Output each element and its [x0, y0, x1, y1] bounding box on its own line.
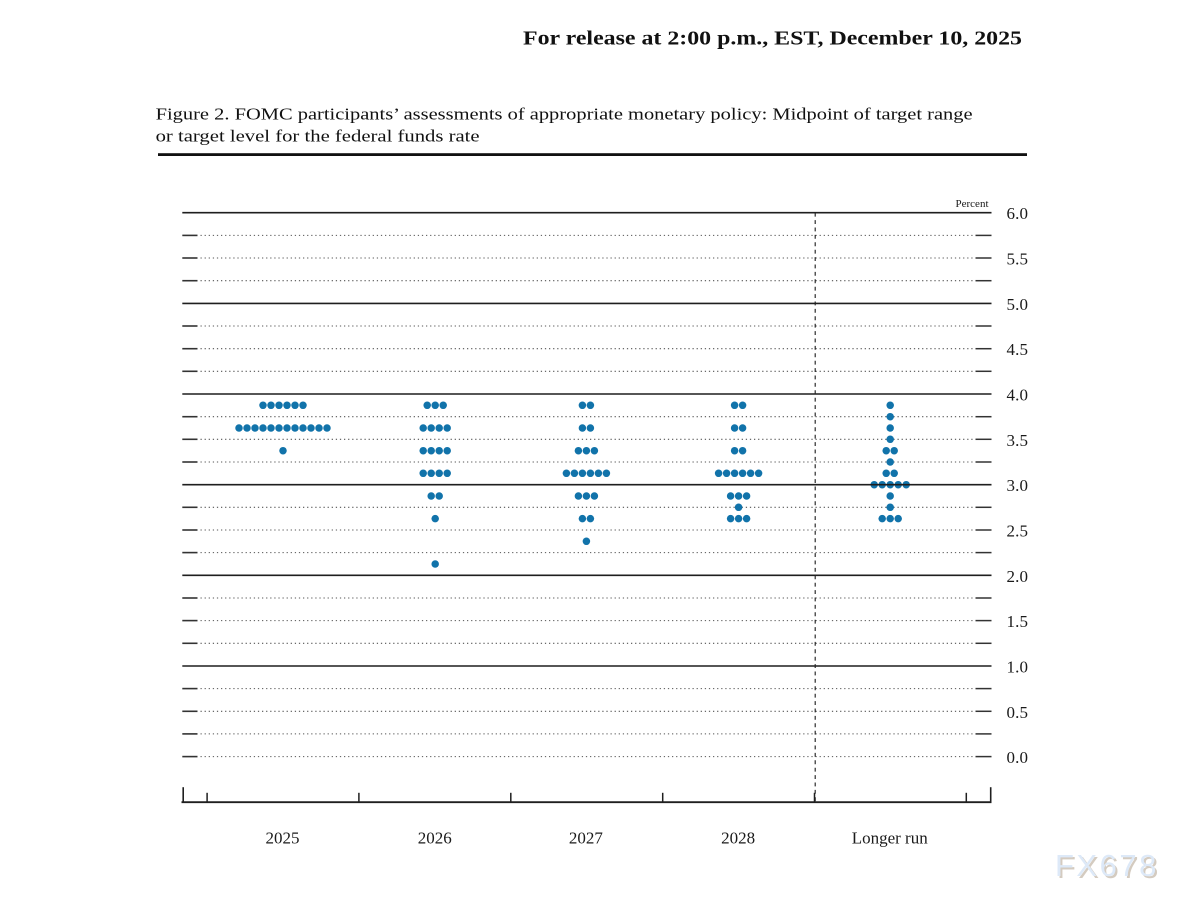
- svg-text:3.0: 3.0: [1007, 476, 1029, 495]
- svg-text:0.0: 0.0: [1007, 748, 1029, 767]
- svg-text:2.0: 2.0: [1007, 567, 1029, 586]
- svg-text:5.5: 5.5: [1007, 250, 1029, 269]
- svg-text:2026: 2026: [418, 829, 452, 848]
- svg-text:2025: 2025: [266, 829, 300, 848]
- svg-text:1.5: 1.5: [1007, 612, 1029, 631]
- svg-text:0.5: 0.5: [1007, 703, 1029, 722]
- svg-text:Longer run: Longer run: [852, 829, 929, 848]
- svg-text:4.0: 4.0: [1007, 386, 1029, 405]
- svg-text:Percent: Percent: [956, 198, 989, 210]
- svg-text:6.0: 6.0: [1007, 204, 1029, 223]
- svg-text:FX678: FX678: [1057, 850, 1161, 885]
- svg-text:For release at 2:00 p.m., EST,: For release at 2:00 p.m., EST, December …: [523, 27, 1022, 49]
- svg-text:2028: 2028: [721, 829, 755, 848]
- svg-text:2.5: 2.5: [1007, 522, 1029, 541]
- svg-text:2027: 2027: [569, 829, 604, 848]
- svg-text:Figure 2. FOMC participants’ a: Figure 2. FOMC participants’ assessments…: [156, 105, 973, 124]
- svg-text:5.0: 5.0: [1007, 295, 1029, 314]
- svg-text:or target level for the federa: or target level for the federal funds ra…: [156, 127, 480, 146]
- svg-text:1.0: 1.0: [1007, 658, 1029, 677]
- svg-text:4.5: 4.5: [1007, 340, 1029, 359]
- svg-text:FX678: FX678: [1055, 848, 1159, 883]
- svg-text:3.5: 3.5: [1007, 431, 1029, 450]
